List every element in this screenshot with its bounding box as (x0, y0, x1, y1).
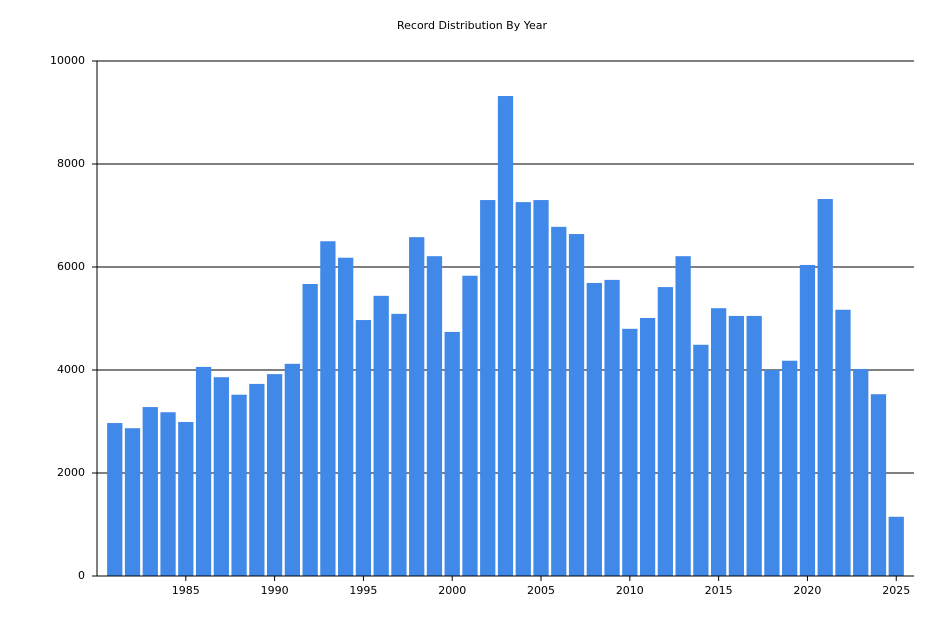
bar (728, 315, 745, 576)
bar (480, 200, 496, 577)
bar (284, 363, 301, 576)
bar (639, 317, 656, 576)
bar (391, 313, 407, 576)
bar (675, 256, 691, 576)
y-tick-label: 0 (78, 569, 85, 582)
bar (888, 516, 904, 576)
bar (320, 241, 336, 576)
bar (870, 394, 887, 576)
bar (178, 422, 194, 576)
bar (373, 295, 389, 576)
chart-title: Record Distribution By Year (397, 19, 547, 32)
bar (835, 309, 851, 576)
x-tick-label: 2020 (793, 584, 821, 597)
bar (355, 320, 372, 576)
bar (586, 282, 602, 576)
bar (817, 199, 833, 576)
bar (107, 423, 123, 576)
x-tick-label: 1990 (261, 584, 289, 597)
bar (462, 275, 478, 576)
bar (444, 331, 460, 576)
bar (853, 368, 869, 576)
bar (195, 366, 212, 576)
bar (497, 96, 514, 577)
bar (746, 315, 762, 576)
bar (231, 394, 247, 576)
bar (124, 428, 141, 576)
bar (266, 374, 283, 576)
x-tick-label: 2005 (527, 584, 555, 597)
x-tick-label: 2000 (438, 584, 466, 597)
bar (622, 328, 638, 576)
y-tick-label: 8000 (57, 157, 85, 170)
x-tick-label: 1995 (349, 584, 377, 597)
bar (302, 283, 318, 576)
bar (515, 202, 531, 577)
bar (409, 237, 425, 576)
y-tick-label: 4000 (57, 363, 85, 376)
bar (160, 412, 176, 576)
bar (142, 407, 158, 576)
bar (551, 226, 567, 576)
y-tick-label: 10000 (50, 54, 85, 67)
x-tick-label: 2015 (705, 584, 733, 597)
bar (604, 279, 620, 576)
x-tick-label: 1985 (172, 584, 200, 597)
y-tick-label: 6000 (57, 260, 85, 273)
x-tick-label: 2025 (882, 584, 910, 597)
bar (710, 308, 727, 576)
bar (799, 264, 816, 576)
bar (657, 287, 673, 576)
bar (693, 344, 709, 576)
x-tick-label: 2010 (616, 584, 644, 597)
bar (213, 377, 229, 576)
bar (782, 360, 798, 576)
bar (568, 234, 585, 577)
bar (426, 256, 443, 576)
bar (338, 257, 354, 576)
y-tick-label: 2000 (57, 466, 85, 479)
bar (533, 200, 549, 577)
bar (764, 370, 780, 576)
bar (249, 383, 265, 576)
